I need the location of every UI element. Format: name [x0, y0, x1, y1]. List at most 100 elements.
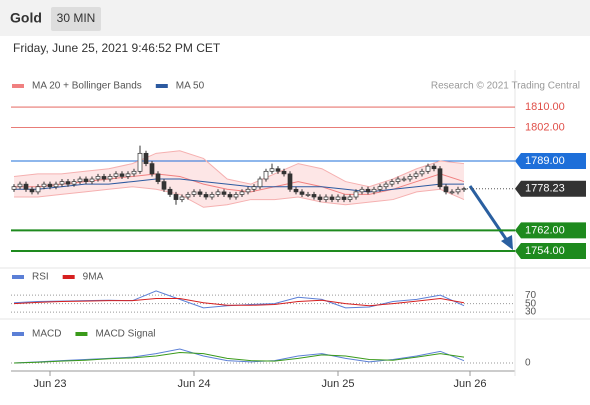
legend-label: MA 50	[176, 81, 205, 92]
candle-body	[113, 173, 119, 177]
candle-body	[323, 196, 329, 200]
legend-swatch	[12, 84, 24, 88]
interval-button[interactable]	[51, 7, 101, 31]
candle-body	[449, 191, 455, 194]
timestamp: Friday, June 25, 2021 9:46:52 PM CET	[13, 41, 221, 55]
candle-body	[359, 188, 365, 193]
candle-body	[335, 196, 341, 200]
legend-label: RSI	[32, 272, 49, 283]
candle-body	[407, 176, 413, 180]
candle-body	[179, 196, 185, 200]
upper-band	[13, 150, 465, 188]
candle-body	[65, 181, 71, 185]
candle-body	[131, 170, 137, 175]
level-tag	[515, 153, 586, 170]
candle-body	[263, 170, 269, 180]
candle-body	[269, 168, 275, 172]
candle-body	[377, 186, 383, 190]
y-tick-label: 30	[525, 307, 537, 318]
candle-body	[311, 194, 317, 198]
title: Gold	[10, 10, 42, 26]
legend-swatch	[62, 275, 75, 279]
candle-body	[455, 188, 461, 193]
level-tag	[515, 180, 586, 197]
candle-body	[227, 194, 233, 198]
candle-body	[257, 178, 263, 188]
candle-body	[299, 191, 305, 195]
candle-body	[461, 188, 467, 191]
x-tick-label: Jun 24	[177, 378, 210, 390]
legend-label: MACD Signal	[95, 329, 155, 340]
candle-body	[83, 178, 89, 182]
candle-body	[77, 178, 83, 182]
candle-body	[161, 181, 167, 190]
candle-body	[125, 173, 131, 177]
candle-body	[245, 188, 251, 193]
candle-body	[47, 183, 53, 188]
candle-body	[89, 178, 95, 182]
candle-body	[173, 194, 179, 200]
candle-body	[191, 191, 197, 195]
level-tag	[515, 222, 586, 239]
level-label: 1778.23	[525, 183, 565, 195]
candle-body	[425, 165, 431, 172]
candle-body	[389, 181, 395, 185]
level-label: 1810.00	[525, 101, 565, 113]
candle-body	[281, 170, 287, 175]
credit: Research © 2021 Trading Central	[431, 81, 580, 92]
candle-body	[437, 168, 443, 188]
x-tick-label: Jun 23	[33, 378, 66, 390]
legend-swatch	[155, 84, 168, 88]
legend-label: MA 20 + Bollinger Bands	[32, 81, 142, 92]
y-tick-label: 70	[525, 290, 537, 301]
candle-body	[293, 188, 299, 193]
candle-body	[29, 188, 35, 193]
candle-body	[443, 186, 449, 193]
candle-body	[275, 168, 281, 172]
legend-label: MACD	[32, 329, 61, 340]
candle-body	[11, 186, 17, 190]
candle-body	[413, 173, 419, 177]
candle-body	[35, 186, 41, 193]
candle-body	[419, 170, 425, 175]
candle-body	[95, 176, 101, 180]
ma50-line	[14, 178, 464, 193]
candle-body	[215, 191, 221, 195]
candle-body	[71, 181, 77, 185]
candle-body	[239, 191, 245, 195]
legend-swatch	[12, 275, 24, 279]
candle-body	[431, 165, 437, 170]
candle-body	[221, 191, 227, 195]
legend-swatch	[12, 332, 24, 336]
legend-label: 9MA	[83, 272, 104, 283]
x-tick-label: Jun 26	[453, 378, 486, 390]
candle-body	[401, 178, 407, 181]
candle-body	[149, 163, 155, 175]
candle-body	[287, 173, 293, 190]
candle-body	[59, 181, 65, 185]
x-tick-label: Jun 25	[321, 378, 354, 390]
level-label: 1754.00	[525, 245, 565, 257]
candle-body	[233, 194, 239, 198]
candle-body	[203, 194, 209, 198]
candle-body	[41, 183, 47, 188]
level-label: 1762.00	[525, 224, 565, 236]
lower-band	[14, 186, 465, 208]
indicator-line	[13, 351, 465, 364]
candle-body	[341, 196, 347, 200]
candle-body	[317, 196, 323, 200]
candle-body	[53, 183, 59, 188]
candle-body	[167, 188, 173, 195]
interval-label[interactable]: 30 MIN	[57, 11, 96, 25]
forecast-arrowhead	[501, 235, 513, 250]
y-tick-label: 0	[525, 358, 531, 369]
candle-body	[353, 191, 359, 198]
level-tag	[515, 242, 586, 259]
candle-body	[365, 188, 371, 193]
candle-body	[23, 183, 29, 190]
candle-body	[305, 194, 311, 196]
candle-body	[143, 152, 149, 164]
level-label: 1802.00	[525, 122, 565, 134]
y-tick-label: 50	[525, 298, 537, 309]
